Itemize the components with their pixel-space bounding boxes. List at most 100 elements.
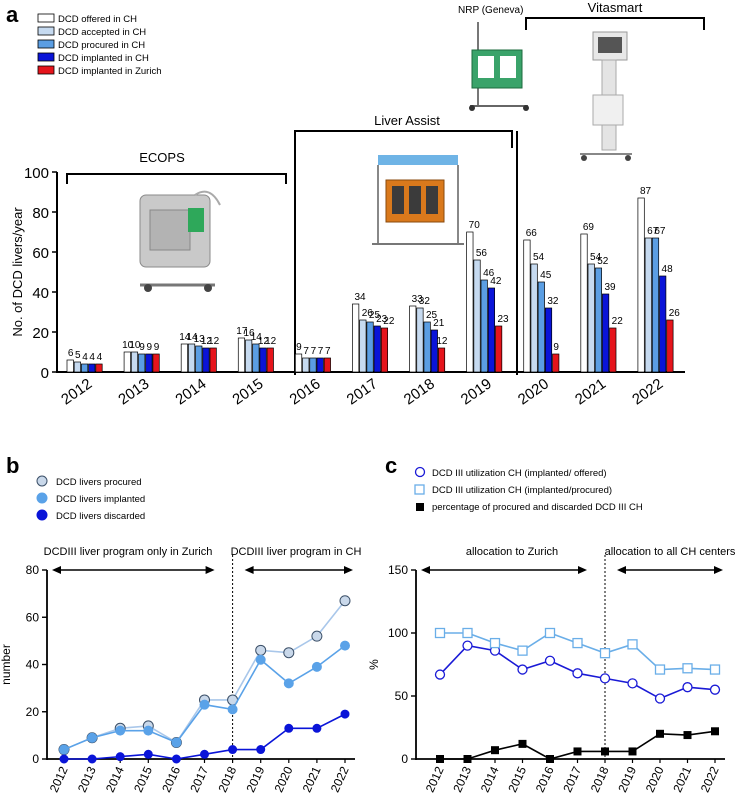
bar-value-label: 7 <box>325 346 331 357</box>
bar-2014-2 <box>188 343 196 373</box>
legend-b-marker <box>36 492 48 504</box>
panel-a-letter: a <box>6 2 19 27</box>
bar-2015-4 <box>259 347 267 373</box>
data-point <box>436 755 444 763</box>
bar-2020-1 <box>523 239 531 373</box>
bar-value-label: 42 <box>490 276 502 287</box>
bar-2016-5 <box>323 357 331 373</box>
data-point <box>171 737 182 748</box>
bar-2018-5 <box>437 347 446 373</box>
x-tick-label: 2013 <box>75 764 99 794</box>
x-tick-label: 2014 <box>172 375 209 408</box>
data-point <box>311 630 323 642</box>
annotation-arrowhead-right <box>714 566 723 574</box>
x-tick-label: 2022 <box>698 764 722 794</box>
data-point <box>491 746 499 755</box>
panel-b-legend: DCD livers procured DCD livers implanted D… <box>36 475 145 522</box>
x-tick-label: 2014 <box>103 764 127 794</box>
bar-2019-1 <box>466 231 474 373</box>
bar-2012-3 <box>81 363 89 373</box>
y-tick-label: 0 <box>401 752 408 766</box>
data-point <box>573 747 582 756</box>
x-tick-label: 2017 <box>187 764 211 794</box>
x-tick-label: 2012 <box>58 375 95 408</box>
bar-value-label: 4 <box>97 352 103 363</box>
legend-a-label: DCD procured in CH <box>58 40 145 51</box>
bar-2020-3 <box>537 281 545 373</box>
bar-value-label: 7 <box>318 346 324 357</box>
bar-value-label: 10 <box>129 340 141 351</box>
bar-value-label: 7 <box>311 346 317 357</box>
nrp-label: NRP (Geneva) <box>458 5 523 16</box>
bar-value-label: 45 <box>540 270 552 281</box>
nrp-device-image <box>469 22 529 111</box>
bar-2018-3 <box>423 321 431 373</box>
y-tick-label: 80 <box>32 205 49 222</box>
bar-value-label: 56 <box>476 248 488 259</box>
data-point <box>283 678 294 689</box>
data-point <box>115 725 126 736</box>
bar-value-label: 13 <box>194 334 206 345</box>
bar-2021-1 <box>580 233 588 373</box>
annotation-arrowhead-left <box>244 566 254 574</box>
data-point <box>654 693 666 704</box>
y-tick-label: 20 <box>26 705 40 719</box>
x-tick-label: 2022 <box>629 375 666 408</box>
legend-a-label: DCD offered in CH <box>58 14 137 25</box>
bar-value-label: 12 <box>436 336 448 347</box>
x-tick-label: 2016 <box>287 375 324 408</box>
annotation-label: DCDIII liver program in CH <box>231 546 362 558</box>
data-point <box>115 752 125 762</box>
x-tick-label: 2019 <box>458 375 495 408</box>
bar-2013-2 <box>130 351 139 373</box>
legend-c-label: DCD III utilization CH (implanted/ offer… <box>432 468 607 479</box>
y-tick-label: 20 <box>32 325 49 342</box>
data-point <box>340 640 350 651</box>
bar-value-label: 12 <box>265 336 277 347</box>
bar-value-label: 4 <box>89 352 95 363</box>
vitasmart-device-image <box>580 31 632 161</box>
legend-c-label: DCD III utilization CH (implanted/procur… <box>432 485 612 496</box>
bar-2021-5 <box>609 327 617 373</box>
x-tick-label: 2013 <box>450 764 474 794</box>
panel-c-letter: c <box>385 453 397 478</box>
bar-2017-3 <box>366 321 374 373</box>
bar-value-label: 87 <box>640 186 652 197</box>
panel-c-legend: DCD III utilization CH (implanted/ offer… <box>414 466 643 513</box>
data-point <box>59 744 69 755</box>
bar-value-label: 9 <box>139 342 145 353</box>
data-point <box>283 647 295 659</box>
bar-2018-1 <box>409 305 417 373</box>
y-tick-label: 150 <box>388 563 408 577</box>
data-point <box>544 627 556 639</box>
bar-value-label: 39 <box>604 282 616 293</box>
annotation-arrowhead-right <box>344 566 353 574</box>
data-point <box>546 755 554 763</box>
data-point <box>599 648 611 659</box>
bar-2021-3 <box>594 267 602 373</box>
annotation-arrowhead-right <box>205 566 215 574</box>
bar-value-label: 4 <box>82 352 88 363</box>
data-point <box>654 664 666 675</box>
bar-value-label: 26 <box>362 308 374 319</box>
bar-2013-4 <box>145 353 153 373</box>
legend-c-marker <box>416 503 424 511</box>
bar-2012-1 <box>66 359 74 373</box>
data-point <box>628 747 637 756</box>
legend-b-label: DCD livers procured <box>56 477 142 488</box>
data-point <box>228 745 238 755</box>
vitasmart-label: Vitasmart <box>588 0 643 15</box>
data-point <box>599 673 611 684</box>
bar-value-label: 6 <box>68 348 74 359</box>
bar-2016-1 <box>295 353 303 373</box>
liver-assist-label: Liver Assist <box>374 113 440 128</box>
bar-2020-4 <box>544 307 553 373</box>
annotation-label: allocation to all CH centers <box>605 546 736 558</box>
x-tick-label: 2016 <box>533 764 557 794</box>
ecops-device-image <box>139 190 221 292</box>
panel-a-legend: DCD offered in CH DCD accepted in CH DCD p… <box>37 13 161 77</box>
bar-value-label: 32 <box>419 296 431 307</box>
data-point <box>200 749 209 759</box>
data-point <box>255 654 266 665</box>
x-tick-label: 2022 <box>328 764 352 794</box>
